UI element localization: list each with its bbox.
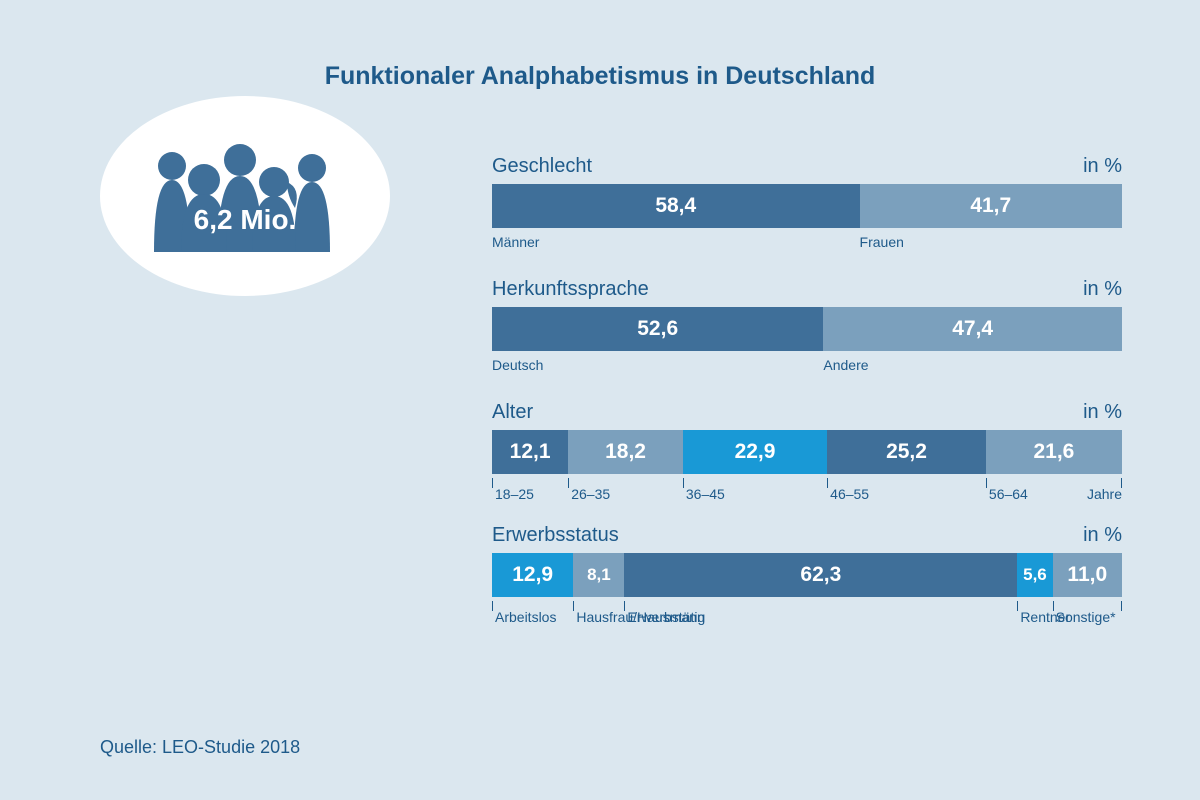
axis-tick: [492, 601, 493, 611]
category-label: 18–25: [495, 486, 534, 502]
chart-header: Erwerbsstatus in %: [492, 524, 1122, 547]
bar-segment: 11,0: [1053, 553, 1122, 597]
bar-segment: 21,6: [986, 430, 1122, 474]
chart-3: Erwerbsstatus in % 12,98,162,35,611,0 Arbei…: [492, 524, 1122, 627]
bar-segment: 18,2: [568, 430, 683, 474]
chart-subtitle: Geschlecht: [492, 155, 592, 178]
axis-tick: [492, 478, 493, 488]
category-labels: Deutsch Andere: [492, 355, 1122, 381]
axis-tick: [573, 601, 574, 611]
category-label: Männer: [492, 234, 539, 250]
charts-region: Geschlecht in % 58,441,7 Männer Frauen Herkun…: [492, 155, 1122, 647]
axis-extra-label: Jahre: [1087, 486, 1122, 502]
bar-segment: 8,1: [573, 553, 624, 597]
category-label: 46–55: [830, 486, 869, 502]
category-labels: 18–25 26–35 36–45 46–55 56–64 Jahre: [492, 478, 1122, 504]
category-labels: Männer Frauen: [492, 232, 1122, 258]
axis-tick: [986, 478, 987, 488]
stacked-bar: 52,647,4: [492, 307, 1122, 351]
people-icon: 6,2 Mio.: [140, 132, 350, 252]
axis-tick: [1017, 601, 1018, 611]
chart-subtitle: Herkunftssprache: [492, 278, 649, 301]
category-label: 26–35: [571, 486, 610, 502]
category-label: Sonstige*: [1056, 609, 1116, 625]
chart-subtitle: Alter: [492, 401, 533, 424]
axis-tick: [1121, 601, 1122, 611]
category-label: Frauen: [860, 234, 904, 250]
category-label: Arbeitslos: [495, 609, 556, 625]
category-label: Erwerbstätig: [627, 609, 705, 625]
bar-segment: 25,2: [827, 430, 986, 474]
bar-segment: 5,6: [1017, 553, 1052, 597]
chart-title: Funktionaler Analphabetismus in Deutschl…: [0, 62, 1200, 91]
stacked-bar: 12,98,162,35,611,0: [492, 553, 1122, 597]
chart-unit: in %: [1083, 401, 1122, 424]
category-labels: ArbeitslosHausfrau/HausmannErwerbstätigR…: [492, 601, 1122, 627]
category-label: Andere: [823, 357, 868, 373]
chart-unit: in %: [1083, 155, 1122, 178]
bar-segment: 47,4: [823, 307, 1122, 351]
bar-segment: 52,6: [492, 307, 823, 351]
chart-header: Geschlecht in %: [492, 155, 1122, 178]
axis-tick: [827, 478, 828, 488]
axis-tick: [683, 478, 684, 488]
category-label: Deutsch: [492, 357, 543, 373]
total-figure: 6,2 Mio.: [140, 204, 350, 236]
chart-header: Alter in %: [492, 401, 1122, 424]
bar-segment: 62,3: [624, 553, 1017, 597]
bar-segment: 12,1: [492, 430, 568, 474]
bar-segment: 12,9: [492, 553, 573, 597]
chart-0: Geschlecht in % 58,441,7 Männer Frauen: [492, 155, 1122, 258]
category-label: 36–45: [686, 486, 725, 502]
source-text: Quelle: LEO-Studie 2018: [100, 737, 300, 758]
bar-segment: 22,9: [683, 430, 827, 474]
axis-tick: [568, 478, 569, 488]
stacked-bar: 12,118,222,925,221,6: [492, 430, 1122, 474]
stacked-bar: 58,441,7: [492, 184, 1122, 228]
chart-subtitle: Erwerbsstatus: [492, 524, 619, 547]
chart-unit: in %: [1083, 524, 1122, 547]
chart-1: Herkunftssprache in % 52,647,4 Deutsch Ander…: [492, 278, 1122, 381]
category-label: 56–64: [989, 486, 1028, 502]
chart-unit: in %: [1083, 278, 1122, 301]
chart-2: Alter in % 12,118,222,925,221,6 18–25 26–35 3…: [492, 401, 1122, 504]
bar-segment: 58,4: [492, 184, 860, 228]
bar-segment: 41,7: [860, 184, 1122, 228]
chart-header: Herkunftssprache in %: [492, 278, 1122, 301]
total-ellipse: 6,2 Mio.: [100, 96, 390, 296]
